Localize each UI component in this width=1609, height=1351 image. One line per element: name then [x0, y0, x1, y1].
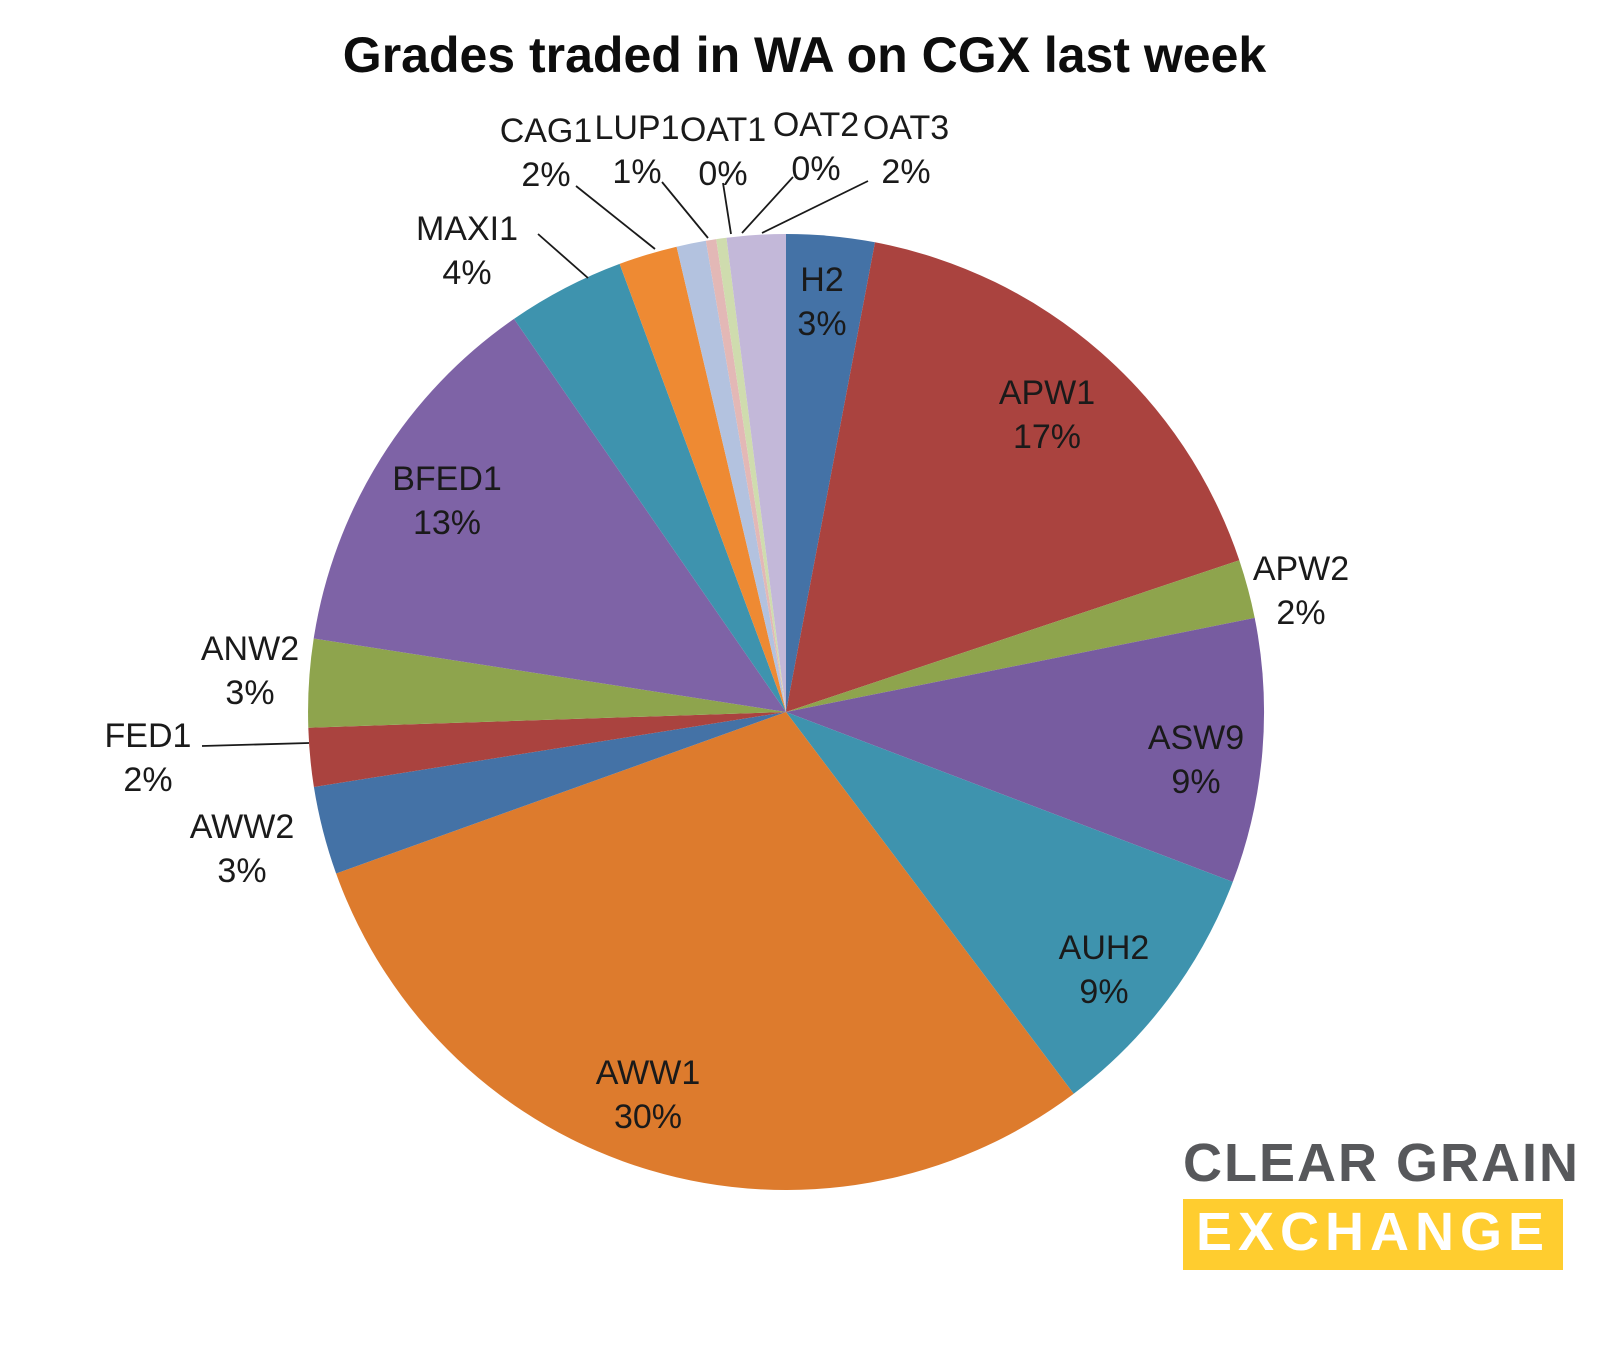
slice-label-apw1: APW1 17% [999, 374, 1095, 456]
pie-slice-oat2 [716, 237, 786, 712]
leader-line-lup1 [661, 181, 709, 239]
slice-label-oat2: OAT2 0% [773, 106, 859, 188]
slice-label-aww1: AWW1 30% [596, 1054, 701, 1136]
slice-label-aww2: AWW2 3% [190, 808, 295, 890]
slice-label-oat3: OAT3 2% [863, 109, 949, 191]
pie-slice-oat1 [705, 239, 786, 712]
slice-label-bfed1: BFED1 13% [392, 460, 502, 542]
pie-slice-asw9 [786, 617, 1265, 882]
logo-text-exchange: EXCHANGE [1183, 1199, 1563, 1270]
slice-label-h2: H2 3% [797, 261, 846, 343]
slice-label-asw9: ASW9 9% [1148, 719, 1244, 801]
pie-slice-auh2 [786, 712, 1233, 1094]
pie-slice-aww2 [313, 712, 786, 874]
slice-label-maxi1: MAXI1 4% [416, 210, 518, 292]
leader-line-maxi1 [537, 233, 589, 279]
pie-slice-anw2 [308, 638, 786, 728]
pie-slice-aww1 [336, 712, 1074, 1190]
slice-label-oat1: OAT1 0% [680, 111, 766, 193]
slice-label-anw2: ANW2 3% [201, 630, 299, 712]
pie-slice-fed1 [308, 712, 786, 787]
pie-slice-apw1 [786, 242, 1240, 713]
pie-slice-maxi1 [514, 263, 786, 712]
slice-label-cag1: CAG1 2% [500, 112, 593, 194]
slice-label-apw2: APW2 2% [1253, 550, 1349, 632]
pie-slice-cag1 [619, 246, 786, 712]
leader-line-oat1 [722, 182, 732, 235]
pie-slice-apw2 [786, 560, 1255, 712]
pie-slice-lup1 [676, 240, 786, 713]
logo-text-clear-grain: CLEAR GRAIN [1183, 1133, 1580, 1193]
leader-line-oat3 [761, 180, 869, 234]
chart-title: Grades traded in WA on CGX last week [342, 27, 1267, 83]
leader-line-cag1 [575, 185, 656, 250]
pie-slice-bfed1 [313, 318, 786, 712]
pie-slice-oat3 [726, 233, 786, 712]
cgx-logo: CLEAR GRAIN EXCHANGE [1183, 1132, 1580, 1270]
pie-slice-h2 [786, 233, 875, 713]
leader-line-oat2 [741, 176, 794, 234]
slice-label-auh2: AUH2 9% [1059, 929, 1150, 1011]
leader-line-fed1 [201, 742, 310, 747]
slice-label-lup1: LUP1 1% [594, 109, 679, 191]
slice-label-fed1: FED1 2% [105, 717, 192, 799]
